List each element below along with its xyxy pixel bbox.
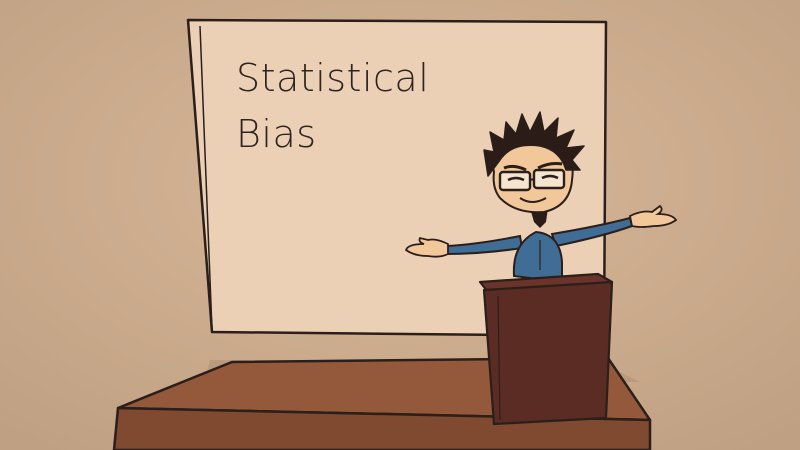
- smile: [519, 197, 547, 203]
- board-title-line-1: Statistical: [236, 56, 430, 100]
- board-title-line-2: Bias: [236, 112, 317, 156]
- right-eyebrow: [537, 162, 563, 170]
- glasses-right-lens: [532, 168, 566, 190]
- right-eye: [541, 174, 559, 180]
- left-eye: [507, 176, 525, 182]
- glasses-left-lens: [498, 170, 532, 192]
- left-hand: [404, 236, 449, 258]
- podium-edge: [497, 295, 501, 421]
- torso: [512, 230, 563, 284]
- right-hand: [628, 204, 678, 228]
- board-title: Statistical Bias: [236, 50, 496, 162]
- board-frame-line: [199, 25, 213, 331]
- podium-body: [482, 280, 614, 426]
- left-eyebrow: [503, 164, 527, 172]
- hair: [483, 111, 585, 177]
- glasses-bridge: [529, 178, 535, 181]
